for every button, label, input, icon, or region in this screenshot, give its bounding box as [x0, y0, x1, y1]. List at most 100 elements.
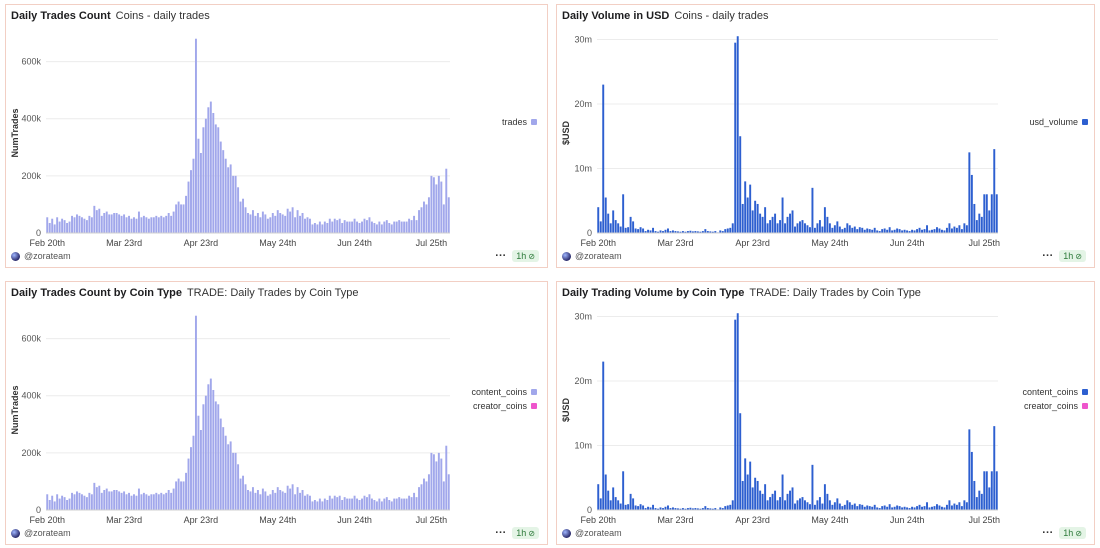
- legend-swatch[interactable]: [1082, 403, 1088, 409]
- bar[interactable]: [336, 497, 339, 510]
- bar[interactable]: [296, 487, 299, 510]
- bar[interactable]: [370, 498, 373, 510]
- bar[interactable]: [120, 215, 123, 233]
- bar[interactable]: [393, 221, 396, 233]
- bar[interactable]: [274, 492, 277, 510]
- more-options-icon[interactable]: ···: [495, 250, 507, 262]
- bar[interactable]: [209, 101, 212, 233]
- bar[interactable]: [739, 413, 742, 510]
- bar[interactable]: [856, 229, 859, 233]
- bar[interactable]: [313, 223, 316, 233]
- bar[interactable]: [274, 215, 277, 233]
- bar[interactable]: [445, 445, 448, 510]
- bar[interactable]: [726, 228, 729, 233]
- bar[interactable]: [649, 507, 652, 510]
- bar[interactable]: [903, 229, 906, 233]
- bar[interactable]: [744, 458, 747, 510]
- bar[interactable]: [108, 491, 111, 510]
- bar[interactable]: [873, 227, 876, 233]
- bar[interactable]: [948, 223, 951, 233]
- bar[interactable]: [945, 227, 948, 233]
- bar[interactable]: [667, 505, 669, 510]
- bar[interactable]: [175, 481, 178, 510]
- bar[interactable]: [289, 488, 292, 510]
- bar[interactable]: [321, 501, 324, 510]
- bar[interactable]: [629, 493, 632, 510]
- bar[interactable]: [395, 221, 398, 233]
- bar[interactable]: [838, 226, 841, 233]
- bar[interactable]: [197, 415, 200, 510]
- bar[interactable]: [881, 229, 884, 233]
- bar[interactable]: [284, 492, 287, 510]
- bar[interactable]: [58, 498, 61, 510]
- bar[interactable]: [98, 208, 101, 233]
- bar[interactable]: [415, 497, 418, 510]
- bar[interactable]: [150, 494, 153, 510]
- bar[interactable]: [985, 471, 988, 510]
- bar[interactable]: [995, 471, 998, 510]
- bar[interactable]: [58, 221, 61, 233]
- bar[interactable]: [160, 215, 163, 233]
- bar[interactable]: [375, 501, 378, 510]
- bar[interactable]: [841, 229, 844, 233]
- bar[interactable]: [90, 494, 93, 510]
- bar[interactable]: [955, 227, 958, 233]
- bar[interactable]: [980, 216, 983, 233]
- bar[interactable]: [301, 490, 304, 510]
- bar[interactable]: [602, 84, 605, 233]
- bar[interactable]: [368, 217, 371, 233]
- bar[interactable]: [199, 430, 202, 510]
- bar[interactable]: [940, 229, 943, 233]
- bar[interactable]: [313, 500, 316, 510]
- bar[interactable]: [254, 215, 257, 233]
- bar[interactable]: [731, 223, 734, 233]
- bar[interactable]: [781, 474, 784, 510]
- bar[interactable]: [868, 229, 871, 233]
- bar[interactable]: [294, 494, 297, 510]
- bar[interactable]: [923, 506, 926, 510]
- bar[interactable]: [761, 216, 764, 233]
- bar[interactable]: [923, 229, 926, 233]
- bar[interactable]: [886, 506, 889, 510]
- bar[interactable]: [437, 175, 440, 233]
- bar[interactable]: [425, 204, 428, 233]
- bar[interactable]: [943, 230, 946, 233]
- bar[interactable]: [393, 498, 396, 510]
- bar[interactable]: [958, 502, 961, 510]
- bar[interactable]: [83, 218, 86, 233]
- bar[interactable]: [799, 221, 801, 233]
- bar[interactable]: [955, 504, 958, 510]
- bar[interactable]: [239, 201, 242, 233]
- bar[interactable]: [100, 215, 103, 233]
- bar[interactable]: [259, 494, 262, 510]
- bar[interactable]: [958, 225, 961, 233]
- bar[interactable]: [133, 494, 135, 510]
- bar[interactable]: [776, 500, 779, 510]
- bar[interactable]: [769, 220, 772, 233]
- bar[interactable]: [928, 507, 931, 510]
- bar[interactable]: [66, 500, 69, 510]
- bar[interactable]: [100, 492, 103, 510]
- bar[interactable]: [978, 490, 981, 510]
- bar[interactable]: [232, 452, 235, 510]
- bar[interactable]: [232, 175, 235, 233]
- bar[interactable]: [190, 447, 192, 510]
- bar[interactable]: [160, 492, 163, 510]
- bar[interactable]: [662, 231, 664, 233]
- bar[interactable]: [746, 474, 749, 510]
- bar[interactable]: [796, 500, 799, 510]
- bar[interactable]: [891, 230, 894, 233]
- bar[interactable]: [123, 214, 126, 233]
- bar[interactable]: [823, 207, 826, 233]
- bar[interactable]: [207, 107, 210, 233]
- bar[interactable]: [813, 504, 816, 510]
- bar[interactable]: [893, 229, 896, 233]
- bar[interactable]: [642, 505, 645, 510]
- bar[interactable]: [652, 227, 655, 233]
- bar[interactable]: [769, 497, 772, 510]
- bar[interactable]: [806, 502, 809, 510]
- bar[interactable]: [963, 500, 966, 510]
- bar[interactable]: [784, 223, 787, 233]
- bar[interactable]: [617, 500, 620, 510]
- legend-swatch[interactable]: [1082, 389, 1088, 395]
